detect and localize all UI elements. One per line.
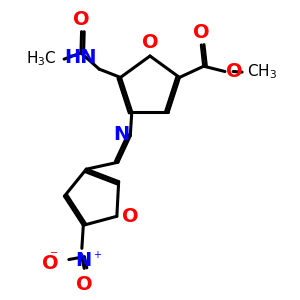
Text: $^+$: $^+$ <box>91 250 102 264</box>
Text: O: O <box>142 34 158 52</box>
Text: O: O <box>193 23 210 42</box>
Text: N: N <box>113 125 130 144</box>
Text: H$_3$C: H$_3$C <box>26 50 57 68</box>
Text: HN: HN <box>64 48 97 67</box>
Text: O: O <box>43 254 59 273</box>
Text: O: O <box>226 62 243 81</box>
Text: CH$_3$: CH$_3$ <box>247 63 277 82</box>
Text: O: O <box>122 207 139 226</box>
Text: N: N <box>75 251 92 270</box>
Text: O: O <box>76 275 92 294</box>
Text: O: O <box>73 10 90 29</box>
Text: $^-$: $^-$ <box>47 250 58 264</box>
